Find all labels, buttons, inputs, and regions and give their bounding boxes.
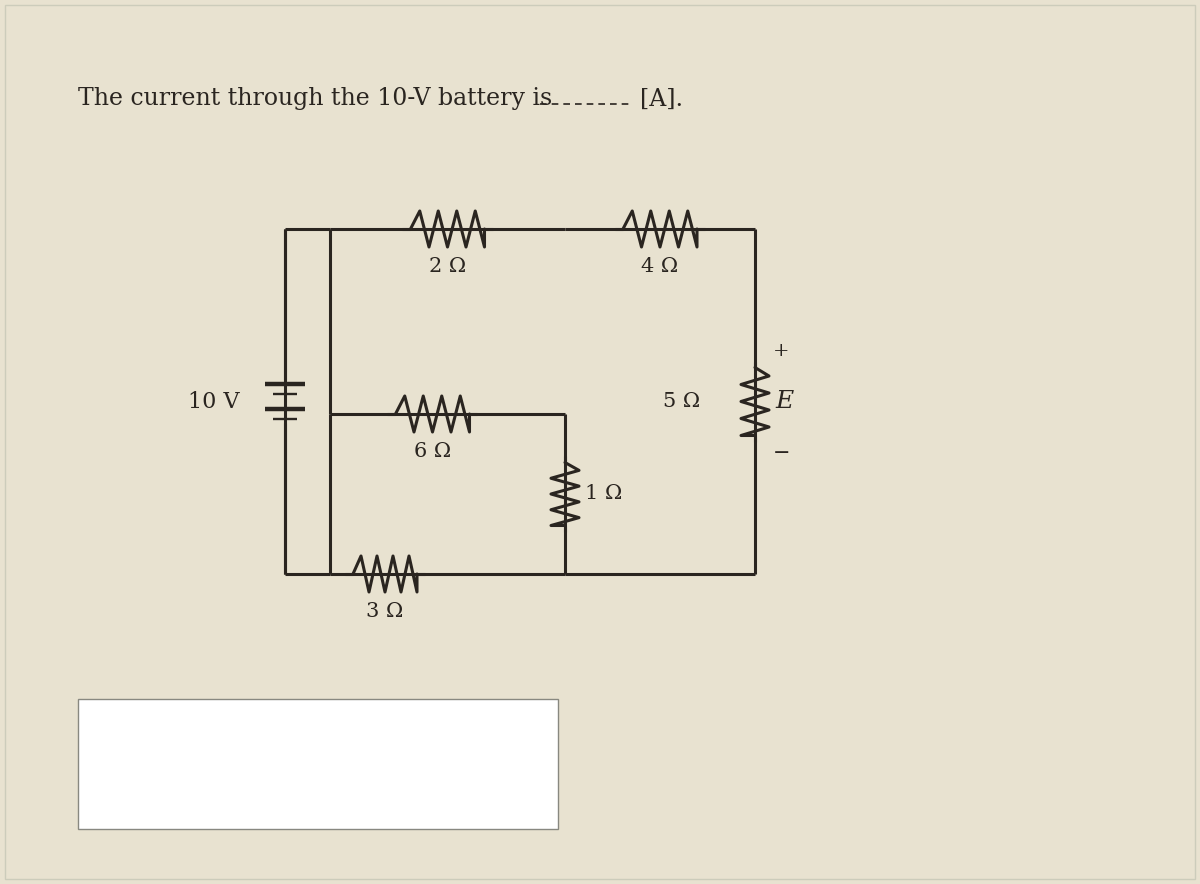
Text: 4 Ω: 4 Ω [642,257,678,276]
Text: +: + [773,342,790,361]
Text: 10 V: 10 V [188,391,240,413]
Text: 1 Ω: 1 Ω [586,484,623,504]
Text: E: E [775,390,793,413]
Text: 3 Ω: 3 Ω [366,602,403,621]
Text: 6 Ω: 6 Ω [414,442,451,461]
Text: 5 Ω: 5 Ω [662,392,700,411]
Text: The current through the 10-V battery is: The current through the 10-V battery is [78,88,552,110]
Text: [A].: [A]. [640,88,683,110]
FancyBboxPatch shape [78,699,558,829]
Text: 2 Ω: 2 Ω [428,257,466,276]
Text: −: − [773,444,791,463]
